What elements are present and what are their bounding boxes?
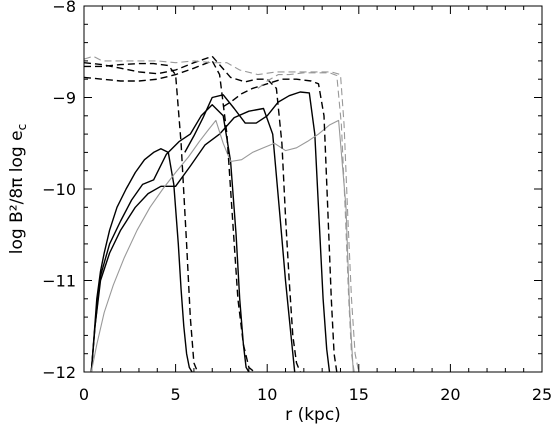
y-axis: −12 −11 −10 −9 −8 [42, 0, 542, 382]
y-tick-label-1: −11 [42, 272, 76, 291]
y-axis-label-group: log B²/8π log ec [7, 124, 29, 254]
y-tick-label-2: −10 [42, 180, 76, 199]
series-line-5 [90, 119, 354, 373]
x-tick-label-5: 25 [532, 385, 552, 404]
y-tick-label-3: −9 [52, 89, 76, 108]
x-axis-label: r (kpc) [285, 405, 341, 425]
series-line-10 [83, 55, 360, 373]
y-axis-label: log B²/8π log ec [7, 124, 29, 254]
series-line-11 [257, 72, 355, 373]
series-line-1 [90, 148, 193, 373]
y-axis-label-main: log B²/8π log e [7, 130, 27, 254]
series-line-9 [222, 78, 338, 373]
x-tick-label-4: 20 [440, 385, 460, 404]
x-tick-label-1: 5 [171, 385, 181, 404]
series-layer [83, 55, 360, 373]
y-axis-label-subscript: c [15, 124, 29, 131]
x-tick-label-3: 15 [349, 385, 369, 404]
x-tick-label-0: 0 [79, 385, 89, 404]
y-tick-label-4: −8 [52, 0, 76, 16]
x-axis: 0 5 10 15 20 25 [79, 6, 552, 404]
series-line-3 [90, 107, 296, 373]
series-line-8 [83, 55, 301, 373]
x-tick-label-2: 10 [257, 385, 277, 404]
y-tick-label-0: −12 [42, 363, 76, 382]
series-line-2 [90, 104, 250, 373]
series-line-7 [83, 60, 255, 373]
series-line-4 [184, 91, 331, 373]
